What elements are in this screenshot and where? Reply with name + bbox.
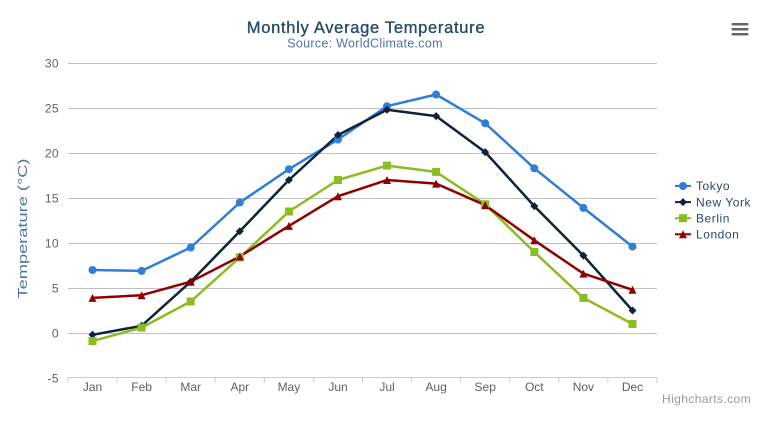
svg-text:Nov: Nov [573,380,594,394]
svg-text:Aug: Aug [425,380,446,394]
svg-text:Monthly Average Temperature: Monthly Average Temperature [247,19,485,37]
svg-text:Berlin: Berlin [696,211,730,225]
svg-text:30: 30 [45,57,59,71]
svg-text:-5: -5 [48,372,59,386]
svg-text:Temperature (°C): Temperature (°C) [16,159,30,299]
svg-text:Source: WorldClimate.com: Source: WorldClimate.com [287,37,443,51]
svg-text:May: May [278,380,301,394]
svg-text:Feb: Feb [131,380,152,394]
svg-text:25: 25 [45,102,59,116]
svg-text:Jan: Jan [83,380,102,394]
svg-text:London: London [696,228,739,242]
svg-text:Oct: Oct [525,380,544,394]
svg-text:Highcharts.com: Highcharts.com [662,392,751,406]
svg-text:Apr: Apr [230,380,249,394]
svg-text:Sep: Sep [475,380,497,394]
svg-text:5: 5 [52,282,59,296]
svg-text:10: 10 [45,237,59,251]
svg-text:20: 20 [45,147,59,161]
svg-text:New York: New York [696,195,752,209]
svg-text:15: 15 [45,192,59,206]
svg-text:Jun: Jun [328,380,347,394]
svg-text:Jul: Jul [379,380,394,394]
svg-text:Mar: Mar [180,380,201,394]
svg-text:Tokyo: Tokyo [696,179,730,193]
svg-text:0: 0 [52,327,59,341]
svg-text:Dec: Dec [622,380,643,394]
